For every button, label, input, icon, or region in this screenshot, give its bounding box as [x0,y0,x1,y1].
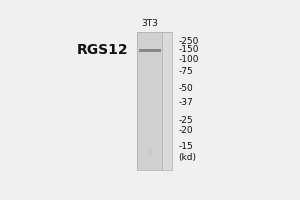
Text: -75: -75 [178,67,193,76]
Text: (kd): (kd) [178,153,196,162]
Text: -150: -150 [178,45,199,54]
Bar [162,32,172,170]
Bar [139,49,161,52]
Text: RGS12: RGS12 [76,43,128,57]
Text: -20: -20 [178,126,193,135]
Text: -100: -100 [178,55,199,64]
Text: -250: -250 [178,37,199,46]
Bar [137,32,162,170]
Text: -15: -15 [178,142,193,151]
Text: -37: -37 [178,98,193,107]
Text: 3T3: 3T3 [141,19,158,28]
Text: -25: -25 [178,116,193,125]
Text: -50: -50 [178,84,193,93]
Bar [137,32,172,170]
